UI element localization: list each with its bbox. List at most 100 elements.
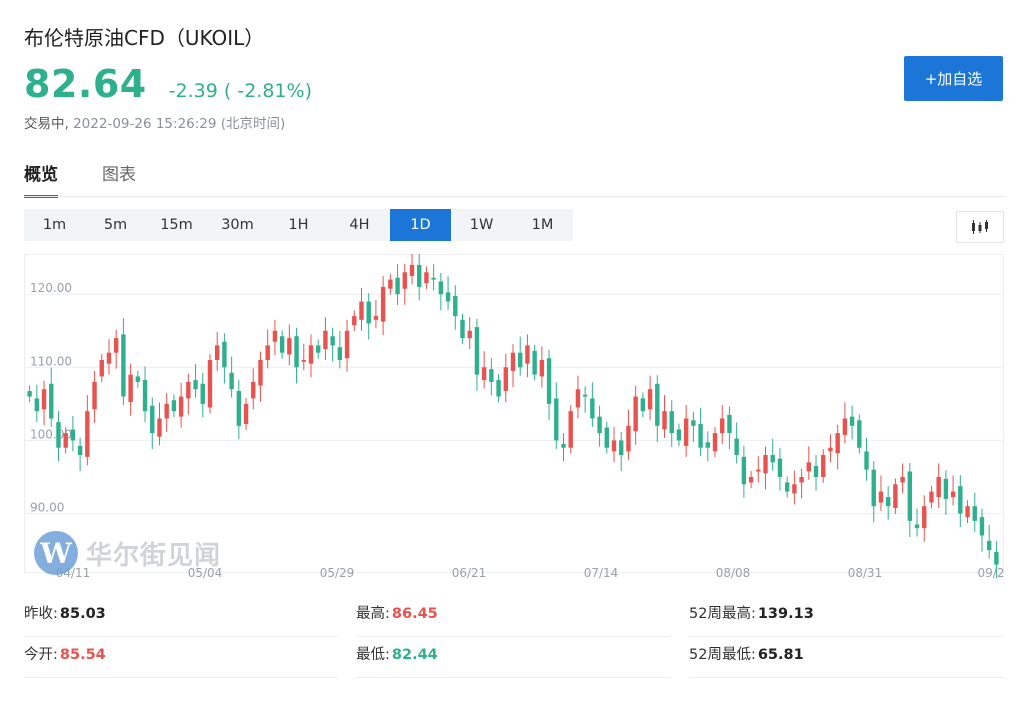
- candle-body: [308, 345, 314, 364]
- candle-body: [640, 398, 646, 412]
- candle-body: [474, 327, 480, 375]
- candle-body: [871, 469, 876, 507]
- candle-body: [157, 418, 162, 437]
- candlestick-icon: [972, 220, 988, 234]
- price-chart[interactable]: 120.00 110.00 100.00 90.00 04/11 05/04 05/29 06…: [24, 254, 1004, 580]
- candle-body: [619, 440, 624, 456]
- candle-body: [712, 433, 718, 452]
- candle-body: [113, 338, 119, 353]
- candle-body: [655, 383, 660, 426]
- stat-prev-close: 昨收: 85.03: [24, 596, 338, 637]
- candle-body: [207, 360, 213, 408]
- candle-body: [380, 286, 386, 322]
- candle-body: [633, 396, 638, 432]
- y-tick-label: 100.00: [30, 427, 72, 441]
- candle-body: [171, 400, 177, 412]
- candle-body: [597, 416, 602, 434]
- candle-body: [532, 350, 537, 375]
- candle-body: [150, 405, 155, 434]
- tab-divider: [24, 196, 1004, 197]
- candle-body: [395, 277, 400, 295]
- candle-body: [604, 427, 609, 448]
- candle-body: [799, 476, 804, 483]
- candle-body: [402, 272, 407, 289]
- candle-body: [864, 451, 869, 470]
- candle-body: [510, 352, 516, 371]
- trading-state: 交易中,: [24, 116, 69, 132]
- candle-body: [178, 396, 184, 417]
- period-5m[interactable]: 5m: [103, 217, 128, 233]
- main-tabs: 概览 图表: [24, 160, 180, 198]
- candle-body: [409, 264, 415, 276]
- candle-body: [186, 381, 191, 399]
- candle-body: [85, 411, 90, 457]
- period-1h[interactable]: 1H: [288, 217, 309, 233]
- period-1w[interactable]: 1W: [469, 217, 494, 233]
- candle-body: [518, 352, 523, 368]
- stat-low: 最低: 82.44: [356, 637, 670, 678]
- stat-value: 82.44: [391, 647, 438, 663]
- candle-body: [979, 517, 985, 536]
- candle-body: [265, 345, 270, 360]
- candle-body: [388, 279, 393, 289]
- candle-body: [813, 466, 819, 477]
- candle-body: [503, 367, 508, 392]
- y-tick-label: 120.00: [30, 281, 72, 295]
- candle-body: [214, 345, 220, 360]
- candle-body: [582, 394, 588, 397]
- stat-value: 85.03: [59, 606, 106, 622]
- last-price: 82.64: [24, 62, 147, 106]
- candle-body: [698, 423, 703, 448]
- candle-body: [316, 345, 321, 353]
- x-tick-label: 05/04: [188, 566, 223, 580]
- candle-body: [835, 433, 840, 454]
- tab-chart[interactable]: 图表: [102, 165, 136, 185]
- period-1m[interactable]: 1m: [42, 217, 67, 233]
- chart-type-button[interactable]: [956, 211, 1004, 243]
- period-15m[interactable]: 15m: [160, 217, 193, 233]
- period-30m[interactable]: 30m: [221, 217, 254, 233]
- period-1mo[interactable]: 1M: [531, 217, 554, 233]
- candle-body: [200, 383, 205, 404]
- candle-body: [525, 345, 530, 364]
- candle-body: [669, 411, 674, 434]
- x-tick-label: 08/08: [716, 566, 751, 580]
- candle-body: [193, 380, 198, 390]
- period-1d[interactable]: 1D: [390, 209, 451, 241]
- tab-overview[interactable]: 概览: [24, 160, 58, 198]
- candle-body: [857, 420, 862, 448]
- candle-body: [251, 381, 256, 399]
- candle-body: [121, 334, 126, 397]
- candle-body: [972, 506, 977, 521]
- trading-status: 交易中, 2022-09-26 15:26:29 (北京时间): [24, 112, 285, 132]
- candle-body: [777, 458, 783, 477]
- candle-body: [106, 352, 112, 364]
- period-4h[interactable]: 4H: [349, 217, 370, 233]
- stat-high: 最高: 86.45: [356, 596, 670, 637]
- candle-body: [900, 476, 905, 483]
- candle-body: [135, 376, 141, 382]
- candle-body: [489, 369, 494, 382]
- candle-body: [705, 442, 710, 448]
- quote-time: 2022-09-26 15:26:29 (北京时间): [73, 116, 286, 132]
- price-change: -2.39 ( -2.81%): [168, 80, 312, 102]
- candle-body: [554, 398, 559, 441]
- candle-body: [647, 389, 653, 410]
- x-tick-label: 05/29: [320, 566, 355, 580]
- candle-body: [561, 444, 566, 448]
- candle-body: [986, 540, 992, 551]
- candle-body: [63, 433, 68, 448]
- stat-value: 85.54: [59, 647, 106, 663]
- candle-body: [878, 491, 884, 503]
- candle-body: [734, 438, 739, 456]
- candle-body: [626, 425, 631, 452]
- add-to-watchlist-button[interactable]: +加自选: [904, 56, 1003, 101]
- watermark: W 华尔街见闻: [34, 531, 221, 575]
- candle-body: [344, 330, 350, 359]
- candle-body: [453, 296, 458, 317]
- stat-label: 52周最低:: [689, 647, 756, 663]
- candle-body: [849, 416, 855, 426]
- candle-body: [467, 330, 472, 339]
- stat-value: 65.81: [757, 647, 804, 663]
